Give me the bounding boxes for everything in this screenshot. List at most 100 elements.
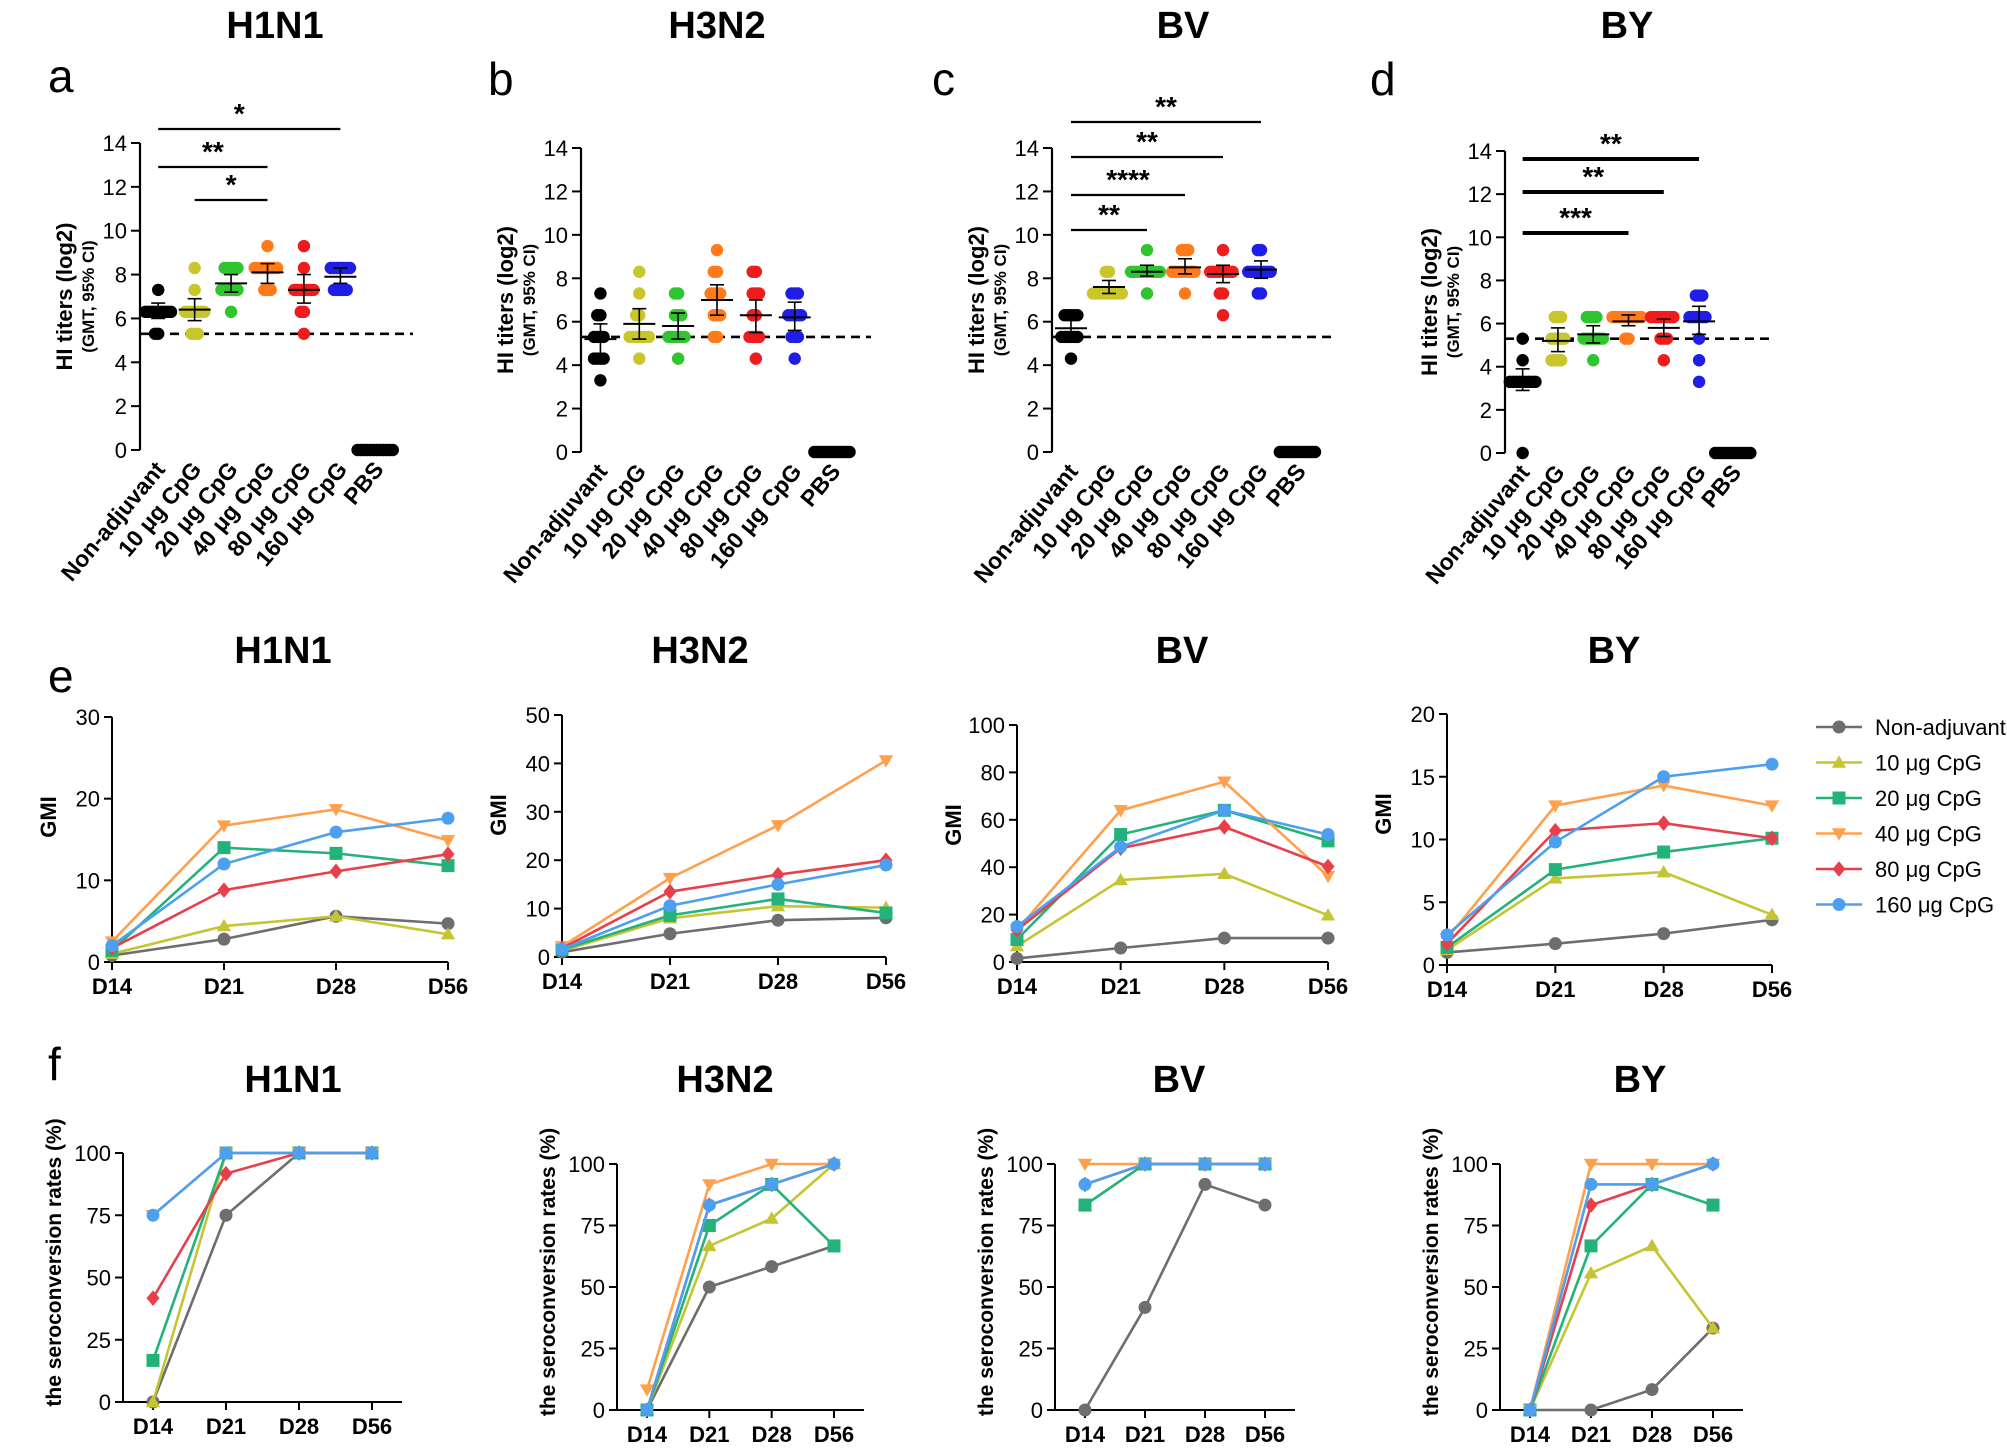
data-point — [1554, 354, 1568, 367]
series-line — [1528, 1162, 1713, 1411]
series-line — [152, 1151, 372, 1217]
y-tick-label: 6 — [556, 310, 568, 335]
series-marker — [1657, 927, 1671, 941]
data-point — [1516, 354, 1529, 367]
data-point — [1660, 332, 1674, 345]
series-line — [1016, 808, 1329, 928]
data-point — [1188, 265, 1201, 278]
data-point — [1692, 332, 1706, 345]
x-tick-label: D28 — [316, 974, 356, 999]
data-point — [1696, 289, 1709, 302]
line-chart-f-by: BY 0 25 50 75 100 D14 D21 D28 D56 the seroconversi… — [1420, 1059, 1743, 1447]
series-marker — [219, 1146, 233, 1160]
series-line — [111, 852, 449, 950]
series-marker — [1548, 937, 1562, 951]
series-marker — [1138, 1157, 1152, 1171]
x-tick-label: D56 — [1752, 977, 1792, 1002]
y-tick-label: 50 — [581, 1275, 605, 1300]
series-marker — [1656, 780, 1671, 793]
y-tick-label: 2 — [1480, 398, 1492, 423]
significance-label: * — [226, 169, 237, 200]
series-marker — [879, 858, 893, 872]
legend-label: 80 μg CpG — [1875, 857, 1982, 882]
y-tick-label: 75 — [87, 1203, 111, 1228]
data-point — [791, 330, 805, 344]
data-point — [642, 330, 656, 344]
series-marker — [1706, 1198, 1720, 1212]
data-point — [782, 309, 795, 322]
series-marker — [1765, 830, 1779, 847]
chart-title: H1N1 — [234, 630, 331, 672]
y-axis-label: GMI — [941, 804, 966, 846]
series-marker — [1010, 951, 1024, 965]
legend-label: 40 μg CpG — [1875, 822, 1982, 847]
y-tick-label: 12 — [103, 175, 127, 200]
x-tick-label: D14 — [997, 974, 1038, 999]
series-marker — [1078, 1177, 1092, 1191]
data-point — [591, 309, 604, 322]
series-marker — [1078, 1403, 1092, 1417]
series-marker — [1010, 919, 1024, 933]
x-tick-label: D21 — [689, 1422, 729, 1447]
data-point — [324, 261, 337, 275]
significance-label: ** — [202, 136, 224, 167]
data-point — [198, 305, 211, 319]
data-point — [1178, 287, 1192, 300]
series-marker — [662, 872, 678, 886]
significance-label: * — [234, 98, 245, 129]
y-tick-label: 75 — [581, 1214, 605, 1239]
y-tick-label: 15 — [1411, 765, 1435, 790]
x-category-label: PBS — [1261, 459, 1311, 512]
series-line — [1445, 784, 1773, 940]
y-tick-label: 8 — [556, 266, 568, 291]
y-tick-label: 10 — [1411, 828, 1435, 853]
series-marker — [771, 877, 785, 891]
y-tick-label: 25 — [581, 1337, 605, 1362]
series-marker — [1321, 827, 1335, 841]
y-tick-label: 6 — [1027, 310, 1039, 335]
data-point — [1086, 287, 1100, 300]
series-marker — [555, 942, 569, 956]
series-line — [645, 1162, 835, 1411]
line-chart-e-h1n1: H1N1 0 10 20 30 D14 D21 D28 D56 GMI — [36, 630, 468, 999]
data-point — [1166, 265, 1179, 278]
series-marker — [146, 1353, 160, 1367]
x-tick-label: D28 — [1643, 977, 1683, 1002]
series-marker — [879, 906, 893, 920]
y-tick-label: 100 — [74, 1141, 111, 1166]
y-tick-label: 0 — [593, 1398, 605, 1423]
data-point — [248, 261, 261, 275]
series-marker — [702, 1238, 717, 1252]
y-tick-label: 10 — [103, 219, 127, 244]
series-marker — [441, 917, 455, 931]
panel-letter-d: d — [1370, 53, 1396, 105]
series-marker — [1217, 776, 1232, 789]
series-marker — [441, 859, 455, 873]
x-category-label: PBS — [1696, 460, 1746, 513]
series-marker — [640, 1403, 654, 1417]
y-tick-label: 50 — [1464, 1275, 1488, 1300]
series-marker — [1321, 858, 1335, 875]
data-point — [1667, 310, 1680, 324]
y-tick-label: 50 — [87, 1266, 111, 1291]
x-tick-label: D56 — [866, 969, 906, 994]
series-marker — [771, 892, 785, 906]
series-marker — [764, 1211, 779, 1224]
y-tick-label: 80 — [981, 760, 1005, 785]
y-tick-label: 75 — [1464, 1214, 1488, 1239]
data-point — [148, 327, 162, 340]
y-tick-label: 2 — [556, 397, 568, 422]
series-line — [151, 1151, 372, 1299]
data-point — [1657, 354, 1670, 367]
series-marker — [1258, 1198, 1272, 1212]
y-tick-label: 50 — [526, 703, 550, 728]
series-marker — [217, 841, 231, 855]
series-line — [1446, 870, 1773, 952]
chart-title: BY — [1588, 630, 1641, 672]
significance-label: **** — [1106, 164, 1150, 195]
data-point — [1577, 332, 1590, 345]
y-tick-label: 20 — [981, 903, 1005, 928]
series-marker — [1644, 1158, 1660, 1172]
x-tick-label: D28 — [1185, 1422, 1225, 1447]
